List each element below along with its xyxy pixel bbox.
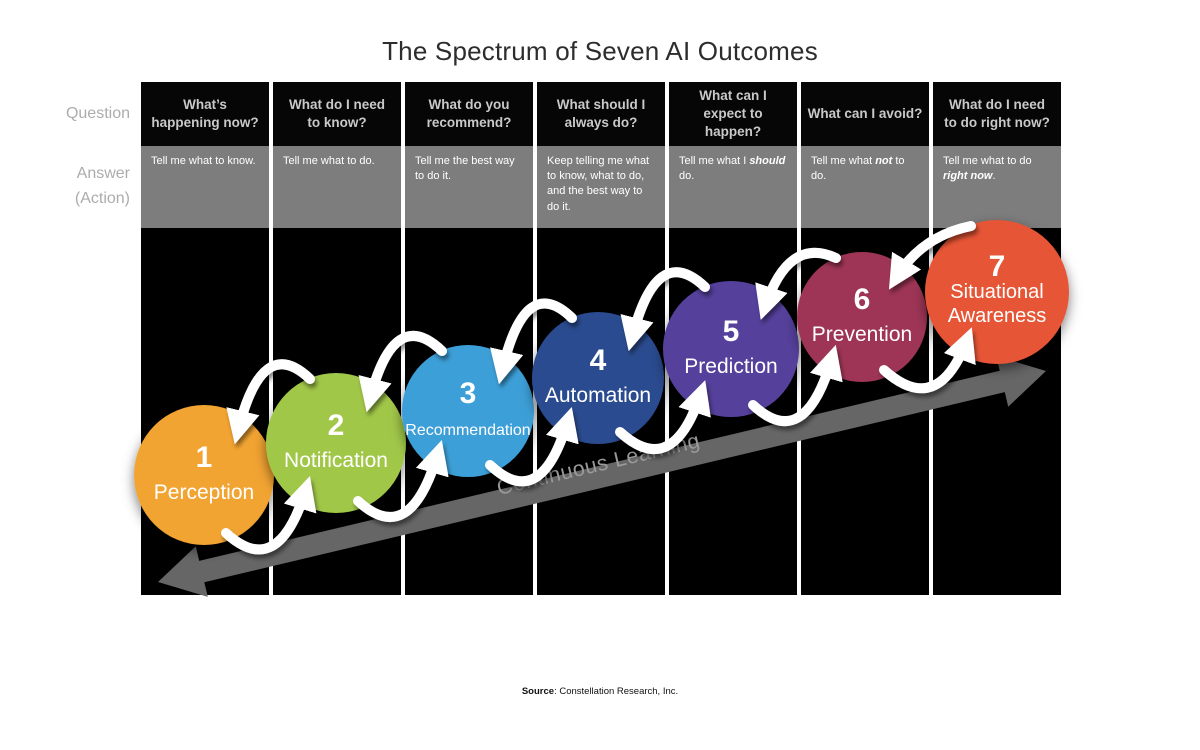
column-5: What can I expect to happen? Tell me what… xyxy=(669,82,797,595)
column-answer: Tell me what to do right now. xyxy=(933,146,1061,228)
column-answer: Keep telling me what to know, what to do… xyxy=(537,146,665,228)
answer-text: do. xyxy=(679,170,695,183)
answer-emphasis: not xyxy=(875,155,893,167)
column-answer: Tell me what I should do. xyxy=(669,146,797,228)
question-row-label: Question xyxy=(65,104,130,122)
column-question: What do I need to know? xyxy=(273,82,401,146)
source-note: Source: Constellation Research, Inc. xyxy=(0,686,1200,697)
column-body xyxy=(273,228,401,595)
column-body xyxy=(801,228,929,595)
answer-text: Tell me what xyxy=(811,155,876,167)
answer-text: Tell me what to do xyxy=(943,155,1032,167)
answer-text: Tell me the best way to do it. xyxy=(415,155,515,183)
column-7: What do I need to do right now? Tell me w… xyxy=(933,82,1061,595)
column-body xyxy=(669,228,797,595)
column-answer: Tell me what to do. xyxy=(273,146,401,228)
column-question: What can I expect to happen? xyxy=(669,82,797,146)
column-1: What’s happening now? Tell me what to kno… xyxy=(141,82,269,595)
column-3: What do you recommend? Tell me the best w… xyxy=(405,82,533,595)
column-2: What do I need to know? Tell me what to d… xyxy=(273,82,401,595)
column-question: What do you recommend? xyxy=(405,82,533,146)
source-text: : Constellation Research, Inc. xyxy=(554,686,679,697)
answer-text: to do. xyxy=(811,155,905,183)
column-question: What do I need to do right now? xyxy=(933,82,1061,146)
column-4: What should I always do? Keep telling me … xyxy=(537,82,665,595)
column-body xyxy=(933,228,1061,595)
column-answer: Tell me what to know. xyxy=(141,146,269,228)
column-question: What’s happening now? xyxy=(141,82,269,146)
column-body xyxy=(537,228,665,595)
answer-text: Tell me what to do. xyxy=(283,155,375,167)
spectrum-panel: What’s happening now? Tell me what to kno… xyxy=(141,82,1061,595)
answer-emphasis: should xyxy=(749,155,786,167)
column-answer: Tell me the best way to do it. xyxy=(405,146,533,228)
column-question: What can I avoid? xyxy=(801,82,929,146)
answer-text: Tell me what I xyxy=(679,155,750,167)
answer-text: Tell me what to know. xyxy=(151,155,256,167)
diagram-title: The Spectrum of Seven AI Outcomes xyxy=(382,36,818,66)
column-question: What should I always do? xyxy=(537,82,665,146)
column-6: What can I avoid? Tell me what not to do. xyxy=(801,82,929,595)
answer-text: . xyxy=(992,170,996,183)
column-body xyxy=(141,228,269,595)
column-body xyxy=(405,228,533,595)
source-label: Source xyxy=(521,686,555,697)
answer-row-label: Answer (Action) xyxy=(74,165,130,207)
answer-emphasis: right now xyxy=(943,170,993,183)
column-answer: Tell me what not to do. xyxy=(801,146,929,228)
answer-text: Keep telling me what to know, what to do… xyxy=(547,155,650,213)
